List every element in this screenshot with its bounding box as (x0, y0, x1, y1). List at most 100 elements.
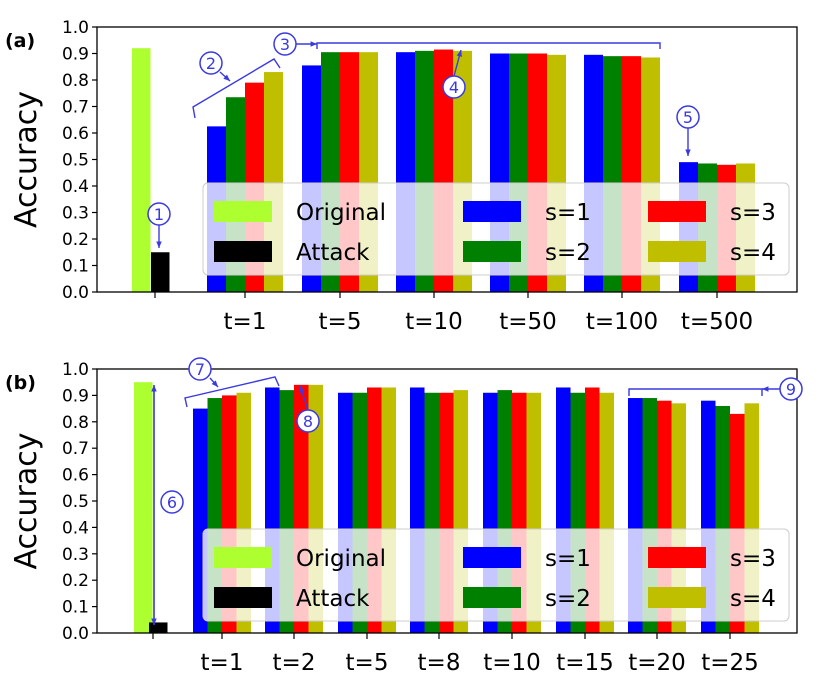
anno-2-arrow-head (223, 74, 230, 81)
x-tick-label: t=1 (201, 650, 244, 674)
anno-4-arrow-head (456, 50, 462, 57)
y-tick-label: 0.8 (62, 71, 89, 91)
anno-7-circle (188, 357, 212, 381)
x-tick-label: t=500 (681, 309, 753, 335)
y-tick-label: 1.0 (62, 18, 89, 38)
y-tick-label: 0.1 (62, 598, 89, 618)
y-tick-label: 0.5 (62, 151, 89, 171)
anno-5-label: 5 (683, 108, 693, 127)
legend-label-original: Original (296, 546, 386, 572)
x-tick-label: t=50 (499, 309, 557, 335)
legend-swatch-s3 (648, 547, 706, 568)
anno-6-arrow-down-head (151, 618, 157, 625)
y-tick-label: 0.5 (62, 492, 89, 512)
anno-8-arrow-head (299, 386, 305, 393)
panel-b: 0.0 0.1 0.2 0.3 0.4 0.5 0.6 0.7 0.8 0.9 1.0 t=1 t=2 t… (5, 360, 798, 674)
legend-label-attack: Attack (296, 240, 370, 266)
x-tick-label: t=15 (556, 650, 614, 674)
legend-label-s3: s=3 (730, 546, 776, 572)
panel-label: (a) (5, 30, 35, 52)
y-tick-label: 0.9 (62, 386, 89, 406)
legend-swatch-attack (214, 587, 272, 608)
anno-2-circle (199, 51, 223, 75)
legend-label-s2: s=2 (545, 240, 591, 266)
anno-5-arrow-head (685, 149, 691, 156)
anno-8-label: 8 (303, 412, 313, 431)
y-tick-label: 0.4 (62, 518, 89, 538)
anno-7-label: 7 (195, 360, 205, 379)
y-tick-label: 0.0 (62, 283, 89, 303)
anno-9-label: 9 (786, 380, 796, 399)
x-tick-label: t=5 (346, 650, 389, 674)
legend: Original s=1 s=3 Attack s=2 s=4 (202, 182, 790, 276)
bar-original (132, 48, 151, 293)
x-tick-label: t=2 (273, 650, 316, 674)
y-tick-label: 0.1 (62, 257, 89, 277)
x-tick-label: t=10 (483, 650, 541, 674)
y-axis-label: Accuracy (9, 91, 44, 228)
x-tick-label: t=20 (628, 650, 686, 674)
legend-label-original: Original (296, 200, 386, 226)
anno-2-label: 2 (206, 54, 216, 73)
legend-swatch-s4 (648, 587, 706, 608)
x-tick-label: t=10 (405, 309, 463, 335)
x-tick-label: t=1 (224, 309, 267, 335)
x-tick-label: t=5 (319, 309, 362, 335)
y-tick-label: 0.9 (62, 45, 89, 65)
y-tick-label: 0.0 (62, 624, 89, 644)
x-tick-label: t=25 (701, 650, 759, 674)
legend-label-attack: Attack (296, 586, 370, 612)
bar-original (134, 382, 153, 633)
legend-swatch-s1 (463, 547, 521, 568)
anno-7-bracket (184, 376, 280, 408)
y-tick-label: 0.7 (62, 439, 89, 459)
anno-3-arrow-head (310, 41, 317, 47)
anno-3-label: 3 (280, 35, 290, 54)
y-tick-label: 0.4 (62, 177, 89, 197)
anno-6-label: 6 (167, 493, 177, 512)
bar-attack (151, 252, 170, 292)
legend-label-s3: s=3 (730, 200, 776, 226)
y-tick-label: 0.3 (62, 545, 89, 565)
legend-label-s4: s=4 (730, 586, 776, 612)
legend-swatch-attack (214, 241, 272, 262)
anno-4-label: 4 (449, 78, 459, 97)
legend-swatch-original (214, 201, 272, 222)
legend-label-s1: s=1 (545, 200, 591, 226)
x-tick-label: t=100 (586, 309, 658, 335)
y-tick-label: 0.2 (62, 230, 89, 250)
y-axis-label: Accuracy (9, 433, 44, 570)
legend-label-s4: s=4 (730, 240, 776, 266)
bar-attack (149, 622, 168, 633)
legend-swatch-s3 (648, 201, 706, 222)
panel-a: 0.0 0.1 0.2 0.3 0.4 0.5 0.6 0.7 0.8 0.9 1.0 t=1 t=5 t… (5, 18, 798, 335)
legend-label-s1: s=1 (545, 546, 591, 572)
legend-box (202, 182, 790, 276)
anno-2-bracket (192, 58, 281, 119)
y-tick-label: 0.3 (62, 204, 89, 224)
x-tick-label: t=8 (418, 650, 461, 674)
anno-3-bracket (316, 42, 661, 49)
anno-1-arrow-head (156, 241, 162, 248)
legend-box (202, 528, 790, 622)
panel-label: (b) (5, 372, 36, 394)
annotations: 1 2 3 4 5 6 7 8 9 (147, 32, 803, 625)
anno-9-bracket (628, 388, 763, 396)
anno-9-arrow-head (762, 386, 769, 392)
anno-6-circle (160, 490, 184, 514)
y-tick-label: 0.8 (62, 413, 89, 433)
anno-1-label: 1 (154, 205, 164, 224)
legend-swatch-s1 (463, 201, 521, 222)
legend-swatch-original (214, 547, 272, 568)
y-tick-label: 0.2 (62, 571, 89, 591)
legend: Original s=1 s=3 Attack s=2 s=4 (202, 528, 790, 622)
y-tick-label: 0.7 (62, 98, 89, 118)
legend-swatch-s2 (463, 241, 521, 262)
legend-swatch-s2 (463, 587, 521, 608)
y-tick-label: 1.0 (62, 360, 89, 380)
legend-label-s2: s=2 (545, 586, 591, 612)
y-tick-label: 0.6 (62, 466, 89, 486)
legend-swatch-s4 (648, 241, 706, 262)
anno-7-arrow-head (211, 380, 218, 387)
